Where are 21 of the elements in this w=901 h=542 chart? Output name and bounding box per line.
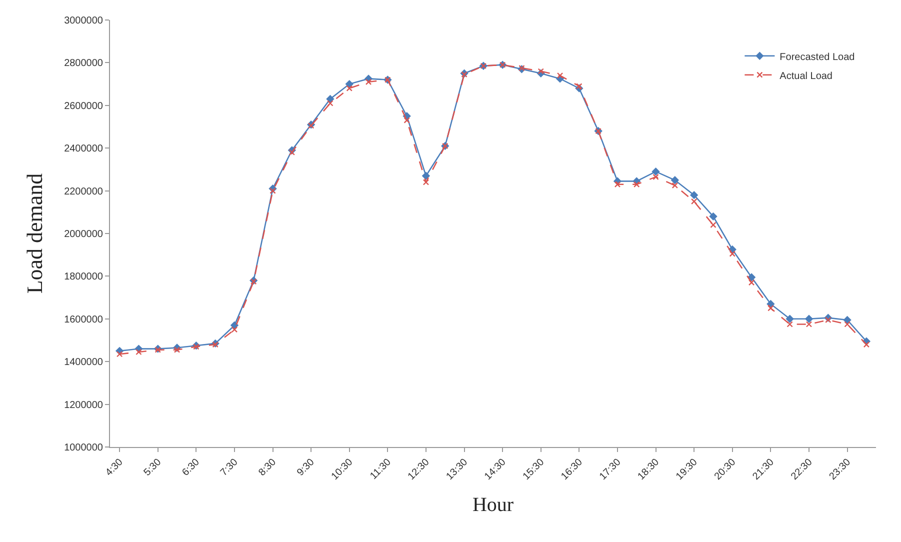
y-tick-label: 1000000 xyxy=(64,442,104,454)
x-tick-label: 5:30 xyxy=(142,456,164,478)
y-tick-label: 2200000 xyxy=(64,186,104,198)
x-tick-label: 9:30 xyxy=(295,456,318,478)
y-tick-label: 2400000 xyxy=(64,144,104,155)
y-tick-label: 1200000 xyxy=(64,400,104,411)
x-tick-label: 8:30 xyxy=(256,456,279,478)
x-tick-label: 7:30 xyxy=(218,456,240,478)
y-axis-title: Load demand xyxy=(22,173,47,294)
y-tick-label: 2000000 xyxy=(64,229,104,240)
y-tick-label: 1800000 xyxy=(64,272,104,283)
y-tick-label: 1400000 xyxy=(64,357,104,368)
legend-label: Actual Load xyxy=(780,70,833,82)
x-tick-label: 4:30 xyxy=(104,456,126,478)
x-axis-title: Hour xyxy=(472,494,514,516)
legend-label: Forecasted Load xyxy=(780,52,855,63)
y-tick-label: 2800000 xyxy=(64,58,104,70)
x-tick-label: 6:30 xyxy=(180,456,202,478)
y-tick-label: 2600000 xyxy=(64,100,104,112)
y-tick-label: 1600000 xyxy=(64,314,104,326)
y-tick-label: 3000000 xyxy=(64,16,104,26)
